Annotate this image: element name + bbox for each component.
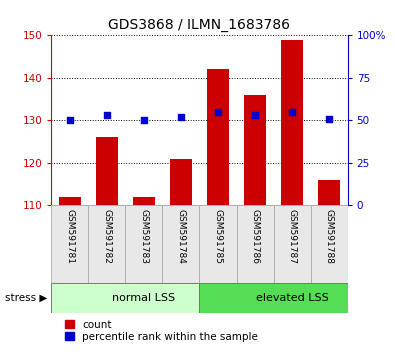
Point xyxy=(141,118,147,123)
Text: GSM591788: GSM591788 xyxy=(325,209,334,264)
Bar xyxy=(199,283,348,313)
Bar xyxy=(133,197,155,205)
Bar xyxy=(51,283,199,313)
Text: GSM591787: GSM591787 xyxy=(288,209,297,264)
Point xyxy=(252,113,258,118)
Text: GSM591782: GSM591782 xyxy=(102,209,111,264)
Bar xyxy=(244,95,266,205)
Point xyxy=(326,116,332,121)
Text: GSM591781: GSM591781 xyxy=(65,209,74,264)
Bar xyxy=(96,137,118,205)
Bar xyxy=(207,69,229,205)
Point xyxy=(67,118,73,123)
Text: GSM591785: GSM591785 xyxy=(213,209,222,264)
Bar xyxy=(199,205,237,283)
Bar xyxy=(274,205,310,283)
Point xyxy=(104,113,110,118)
Bar xyxy=(318,180,340,205)
Point xyxy=(215,109,221,115)
Bar xyxy=(126,205,162,283)
Bar xyxy=(59,197,81,205)
Bar xyxy=(162,205,199,283)
Bar xyxy=(281,40,303,205)
Bar xyxy=(88,205,126,283)
Text: stress ▶: stress ▶ xyxy=(5,293,47,303)
Text: GSM591786: GSM591786 xyxy=(250,209,260,264)
Point xyxy=(178,114,184,120)
Bar xyxy=(170,159,192,205)
Title: GDS3868 / ILMN_1683786: GDS3868 / ILMN_1683786 xyxy=(109,18,290,32)
Text: GSM591783: GSM591783 xyxy=(139,209,149,264)
Point xyxy=(289,109,295,115)
Legend: count, percentile rank within the sample: count, percentile rank within the sample xyxy=(64,319,259,343)
Text: normal LSS: normal LSS xyxy=(112,293,175,303)
Bar xyxy=(310,205,348,283)
Text: GSM591784: GSM591784 xyxy=(177,209,186,264)
Bar xyxy=(237,205,274,283)
Bar xyxy=(51,205,88,283)
Text: elevated LSS: elevated LSS xyxy=(256,293,328,303)
